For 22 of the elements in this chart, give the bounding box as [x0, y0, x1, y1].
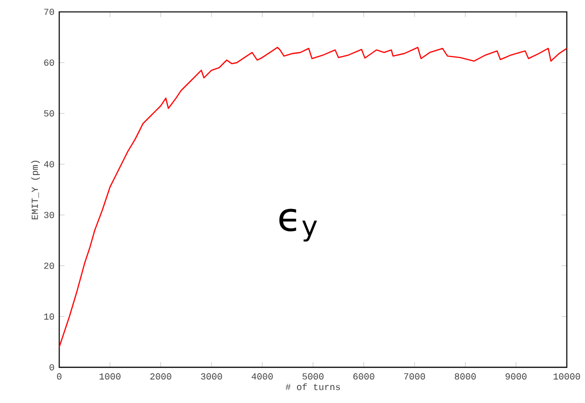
x-tick-label: 10000	[554, 373, 580, 380]
y-tick-label: 60	[44, 60, 54, 66]
x-axis-title: # of turns	[286, 383, 340, 390]
y-tick-label: 40	[44, 161, 54, 168]
y-axis-title: EMIT_Y (pm)	[31, 160, 40, 220]
x-tick-label: 4000	[252, 373, 273, 380]
annotation: ϵ$_{y}$	[279, 208, 317, 242]
y-tick-label: 50	[44, 110, 54, 117]
y-tick-label: 70	[44, 8, 54, 16]
x-tick-label: 6000	[353, 373, 374, 380]
x-tick-label: 0	[57, 373, 62, 380]
x-tick-label: 2000	[150, 373, 172, 380]
y-tick-label: 30	[44, 212, 54, 218]
x-tick-label: 7000	[404, 373, 426, 380]
x-tick-label: 8000	[454, 373, 476, 380]
y-tick-label: 10	[44, 313, 54, 320]
y-tick-label: 20	[44, 262, 54, 269]
x-tick-label: 3000	[201, 373, 222, 380]
x-tick-label: 9000	[506, 373, 527, 380]
y-tick-label: 0	[50, 364, 54, 371]
x-tick-label: 5000	[302, 373, 324, 380]
x-tick-label: 1000	[100, 373, 120, 380]
